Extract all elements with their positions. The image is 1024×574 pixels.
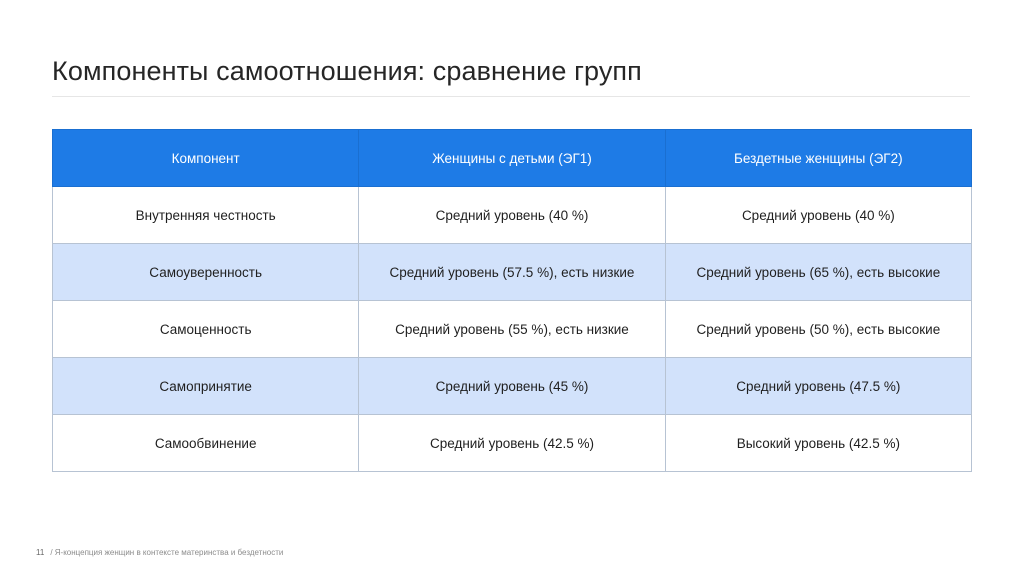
table-row: Самопринятие Средний уровень (45 %) Сред… [51,357,973,415]
group-2-cell: Высокий уровень (42.5 %) [664,414,973,472]
table-header-row: Компонент Женщины с детьми (ЭГ1) Бездетн… [51,129,973,187]
comparison-table: Компонент Женщины с детьми (ЭГ1) Бездетн… [51,129,973,472]
component-cell: Самообвинение [51,414,360,472]
group-2-cell: Средний уровень (40 %) [664,186,973,244]
group-2-cell: Средний уровень (47.5 %) [664,357,973,415]
slide-title: Компоненты самоотношения: сравнение груп… [52,56,642,86]
component-cell: Самоуверенность [51,243,360,301]
group-2-cell: Средний уровень (65 %), есть высокие [664,243,973,301]
page-number: 11 [36,548,45,557]
slide-footer: 11 / Я-концепция женщин в контексте матер… [36,548,283,557]
footer-text: / Я-концепция женщин в контексте материн… [50,548,284,557]
component-cell: Самопринятие [51,357,360,415]
component-cell: Самоценность [51,300,360,358]
group-1-cell: Средний уровень (55 %), есть низкие [358,300,666,358]
group-1-cell: Средний уровень (40 %) [358,186,666,244]
header-group-2: Бездетные женщины (ЭГ2) [664,129,973,187]
group-1-cell: Средний уровень (57.5 %), есть низкие [358,243,666,301]
title-divider [52,96,970,97]
table-row: Самоуверенность Средний уровень (57.5 %)… [51,243,973,301]
table-row: Самоценность Средний уровень (55 %), ест… [51,300,973,358]
table-row: Внутренняя честность Средний уровень (40… [51,186,973,244]
group-2-cell: Средний уровень (50 %), есть высокие [664,300,973,358]
group-1-cell: Средний уровень (45 %) [358,357,666,415]
header-group-1: Женщины с детьми (ЭГ1) [358,129,666,187]
component-cell: Внутренняя честность [51,186,360,244]
table-row: Самообвинение Средний уровень (42.5 %) В… [51,414,973,472]
group-1-cell: Средний уровень (42.5 %) [358,414,666,472]
header-component: Компонент [51,129,360,187]
